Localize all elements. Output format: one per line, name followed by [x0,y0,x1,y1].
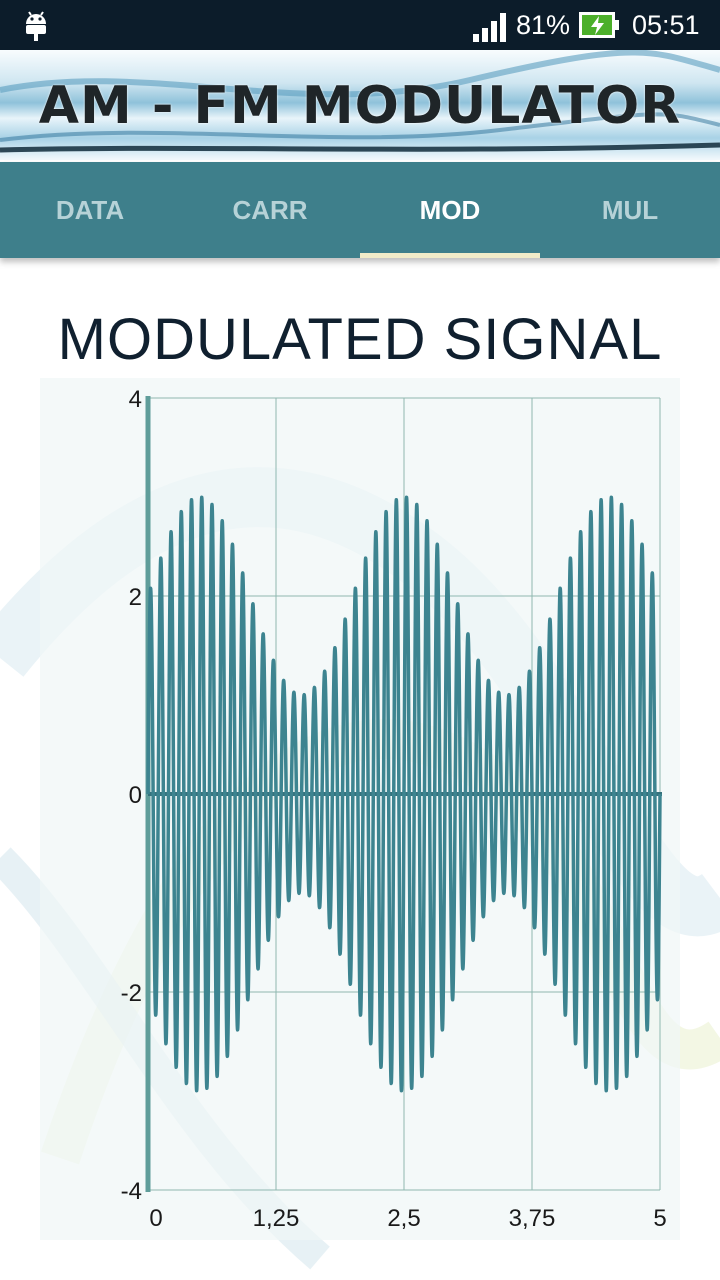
battery-percent: 81% [516,10,571,40]
android-debug-icon [26,11,46,41]
status-bar: 81% 05:51 [0,0,720,50]
x-tick-label: 3,75 [509,1205,556,1232]
y-tick-label: 2 [129,584,142,611]
y-tick-label: 0 [129,782,142,809]
signal-series-line [146,495,662,1093]
tab-mul[interactable]: MUL [601,194,659,225]
x-tick-label: 2,5 [387,1205,420,1232]
banner-wave-graphic [0,50,720,153]
modulated-signal-chart: 0 1,25 2,5 3,75 5 4 2 0 -2 -4 [121,386,667,1232]
chart-title: MODULATED SIGNAL [57,307,663,372]
app-banner: AM - FM MODULATOR [0,50,720,160]
banner-title: AM - FM MODULATOR [38,76,682,136]
tab-data[interactable]: DATA [55,194,125,225]
tab-mod[interactable]: MOD [360,162,540,258]
y-tick-label: -4 [121,1178,142,1205]
x-tick-label: 0 [149,1205,162,1232]
chart-panel: 0 1,25 2,5 3,75 5 4 2 0 -2 -4 [40,378,680,1240]
y-tick-label: -2 [121,980,142,1007]
battery-charging-icon [579,12,619,38]
y-tick-label: 4 [129,386,142,413]
x-tick-label: 5 [653,1205,666,1232]
status-time: 05:51 [632,10,700,40]
chart-tick-labels: 0 1,25 2,5 3,75 5 4 2 0 -2 -4 [121,386,667,1232]
signal-icon [473,13,506,42]
x-tick-label: 1,25 [253,1205,300,1232]
tab-bar: DATA CARR MOD MUL [0,162,720,258]
tab-carr[interactable]: CARR [232,194,308,225]
